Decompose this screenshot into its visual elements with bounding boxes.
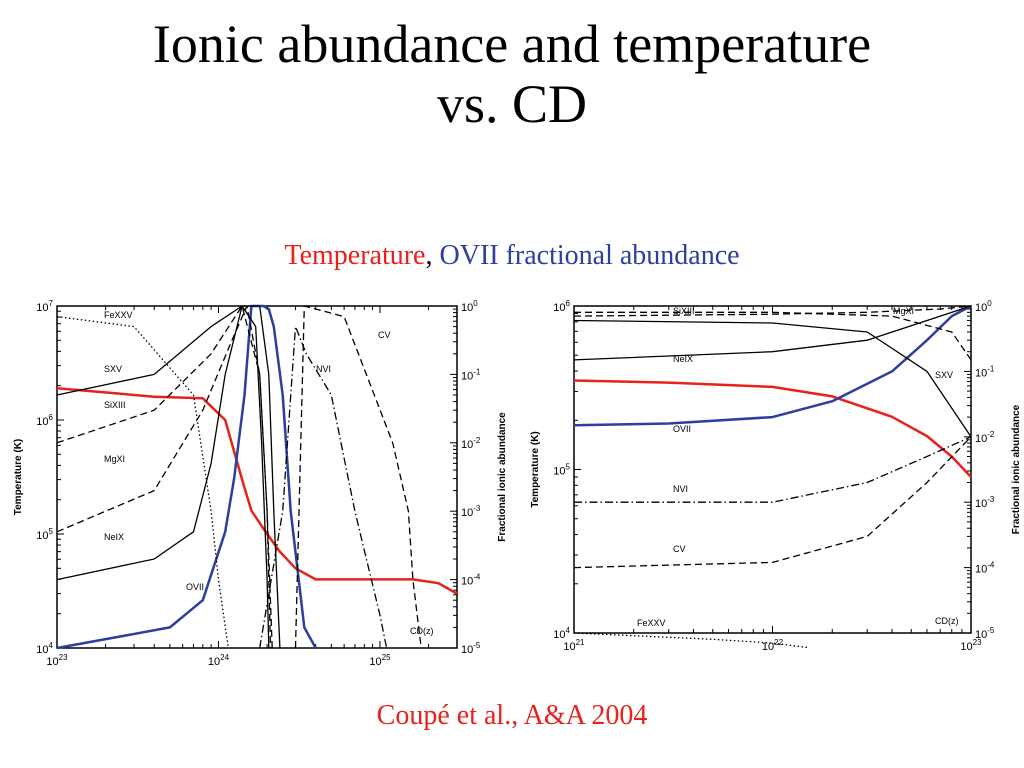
chart-caption: Temperature, OVII fractional abundance: [0, 240, 1024, 272]
y-right-tick-label: 10-3: [975, 495, 995, 510]
series-line-fexxv: [573, 632, 808, 649]
label-cv: CV: [378, 330, 391, 340]
right-chart: 1021 1022 1023 104 105 106 10-5 10-4 10-3 10-2 10-…: [530, 299, 1022, 653]
label-sxv: SXV: [104, 364, 122, 374]
y-right-tick-label: 100: [461, 299, 478, 314]
label-mgxi: MgXI: [104, 454, 125, 464]
series-line-sixiii: [56, 305, 272, 649]
caption-separator: ,: [425, 240, 440, 271]
series-line-sixiii: [574, 311, 972, 361]
caption-temperature: Temperature: [284, 240, 426, 271]
x-tick-label: 1021: [563, 638, 585, 653]
slide-title: Ionic abundance and temperature vs. CD: [0, 14, 1024, 134]
y-right-axis-title: Fractional ionic abundance: [1011, 404, 1022, 534]
label-sxv: SXV: [935, 370, 953, 380]
x-tick-label: 1025: [369, 653, 391, 668]
y-left-tick-label: 106: [553, 299, 570, 314]
y-right-tick-label: 10-5: [461, 641, 481, 656]
y-left-tick-label: 105: [36, 527, 53, 542]
label-mgxi: MgXI: [893, 306, 914, 316]
y-right-tick-label: 10-5: [975, 626, 995, 641]
series-line-cv: [294, 305, 422, 649]
y-left-tick-label: 105: [553, 463, 570, 478]
label-ovii: OVII: [186, 582, 204, 592]
x-tick-label: 1024: [208, 653, 230, 668]
series-line-cv: [573, 436, 972, 569]
series-line-fexxv: [56, 315, 229, 649]
y-right-tick-label: 10-3: [461, 504, 481, 519]
y-left-tick-label: 107: [36, 299, 53, 314]
y-right-tick-label: 100: [975, 299, 992, 314]
y-right-tick-label: 10-4: [975, 561, 995, 576]
label-sixiii: SiXIII: [673, 306, 695, 316]
series-line-ovii: [573, 304, 972, 427]
label-neix: NeIX: [673, 354, 693, 364]
label-neix: NeIX: [104, 532, 124, 542]
y-right-tick-label: 10-1: [975, 364, 995, 379]
series-line-nvi: [574, 436, 972, 503]
series-line-temperature: [56, 386, 458, 595]
y-left-tick-label: 104: [36, 641, 53, 656]
x-tick-label: 1022: [762, 638, 784, 653]
series-line-sxv: [573, 305, 972, 361]
label-fexxv: FeXXV: [637, 618, 666, 628]
y-right-tick-label: 10-4: [461, 573, 481, 588]
label-fexxv: FeXXV: [104, 310, 133, 320]
y-right-tick-label: 10-2: [975, 430, 995, 445]
series-line-temperature: [573, 379, 972, 478]
series-line-neix: [573, 319, 972, 438]
title-line-1: Ionic abundance and temperature: [152, 14, 872, 74]
label-nvi: NVI: [673, 484, 688, 494]
x-tick-label: 1023: [46, 653, 68, 668]
citation: Coupé et al., A&A 2004: [376, 700, 648, 731]
label-sixiii: SiXIII: [104, 400, 126, 410]
y-right-tick-label: 10-2: [461, 436, 481, 451]
y-right-tick-label: 10-1: [461, 367, 481, 382]
x-tick-label: 1023: [960, 638, 982, 653]
y-left-tick-label: 106: [36, 413, 53, 428]
label-cv: CV: [673, 544, 686, 554]
y-right-axis-title: Fractional ionic abundance: [497, 412, 508, 542]
y-left-axis-title: Temperature (K): [13, 439, 24, 516]
series-line-mgxi: [573, 305, 972, 317]
y-left-axis-title: Temperature (K): [530, 431, 541, 508]
label-nvi: NVI: [316, 364, 331, 374]
series-line-mgxi: [56, 305, 273, 649]
caption-ovii: OVII fractional abundance: [439, 240, 740, 271]
label-ovii: OVII: [673, 424, 691, 434]
y-left-tick-label: 104: [553, 626, 570, 641]
series-line-nvi: [259, 325, 388, 649]
label-cd-z-: CD(z): [410, 626, 434, 636]
series-line-ovii: [56, 304, 317, 650]
title-line-2: vs. CD: [436, 74, 588, 134]
label-cd-z-: CD(z): [935, 616, 959, 626]
left-chart: 1023 1024 1025 104 105 106 107 10-5 10-4 10-3 10-2…: [13, 299, 508, 668]
series-line-neix: [56, 305, 281, 649]
